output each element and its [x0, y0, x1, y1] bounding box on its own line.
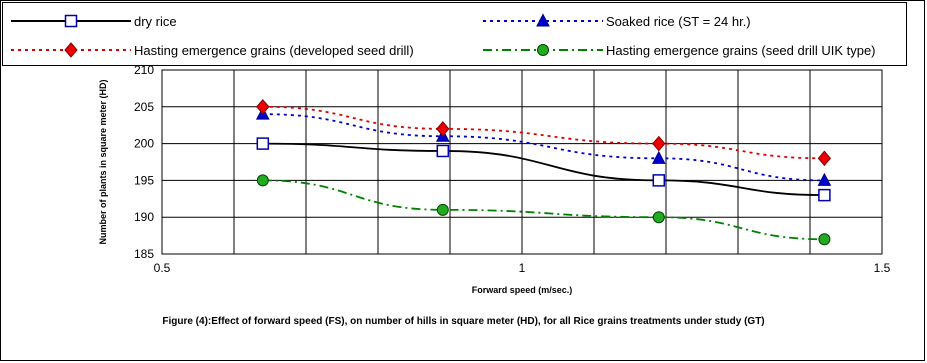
series-line-3	[262, 105, 825, 160]
legend-label: Soaked rice (ST = 24 hr.)	[606, 14, 751, 29]
legend-marker	[64, 42, 78, 58]
data-point-series-3	[436, 121, 450, 137]
grid-lines	[162, 70, 882, 254]
y-tick-label: 190	[134, 210, 154, 224]
y-tick-label: 200	[134, 137, 154, 151]
legend-label: dry rice	[134, 14, 177, 29]
x-tick-label: 0.5	[154, 261, 171, 275]
data-point-series-4	[256, 174, 269, 187]
x-tick-label: 1.5	[874, 261, 891, 275]
data-point-series-4	[436, 203, 449, 216]
legend-label: Hasting emergence grains (seed drill UIK…	[606, 43, 876, 58]
legend-marker	[537, 44, 549, 56]
data-point-series-3	[817, 150, 832, 167]
series-markers	[255, 99, 832, 246]
series-line-4	[262, 179, 825, 241]
figure-caption: Figure (4):Effect of forward speed (FS),…	[162, 316, 765, 327]
data-point-series-3	[256, 99, 270, 115]
x-tick-label: 1	[519, 261, 526, 275]
series-lines	[262, 105, 825, 241]
data-point-series-4	[818, 233, 831, 246]
data-point-series-1	[652, 174, 666, 187]
tick-labels: 185 190 195 200 205 210 0.5 1 1.5	[134, 63, 891, 275]
data-point-series-3	[652, 135, 666, 152]
series-line-1	[262, 142, 825, 197]
data-point-series-1	[256, 137, 270, 150]
data-point-series-1	[818, 188, 831, 202]
data-point-series-2	[651, 150, 666, 164]
y-tick-label: 205	[134, 100, 154, 114]
y-tick-label: 195	[134, 173, 154, 187]
data-point-series-2	[817, 172, 832, 186]
legend-marker	[64, 14, 78, 28]
legend-marker	[536, 13, 550, 27]
x-axis-label: Forward speed (m/sec.)	[472, 285, 573, 295]
data-point-series-4	[652, 211, 665, 224]
y-tick-label: 210	[134, 63, 154, 77]
y-tick-label: 185	[134, 247, 154, 261]
chart-legend: dry rice Soaked rice (ST = 24 hr.) Hasting…	[2, 2, 907, 66]
legend-label: Hasting emergence grains (developed seed…	[134, 43, 414, 58]
data-point-series-1	[436, 144, 450, 158]
y-axis-label: Number of plants in square meter (HD)	[98, 79, 108, 244]
series-line-2	[262, 113, 825, 182]
